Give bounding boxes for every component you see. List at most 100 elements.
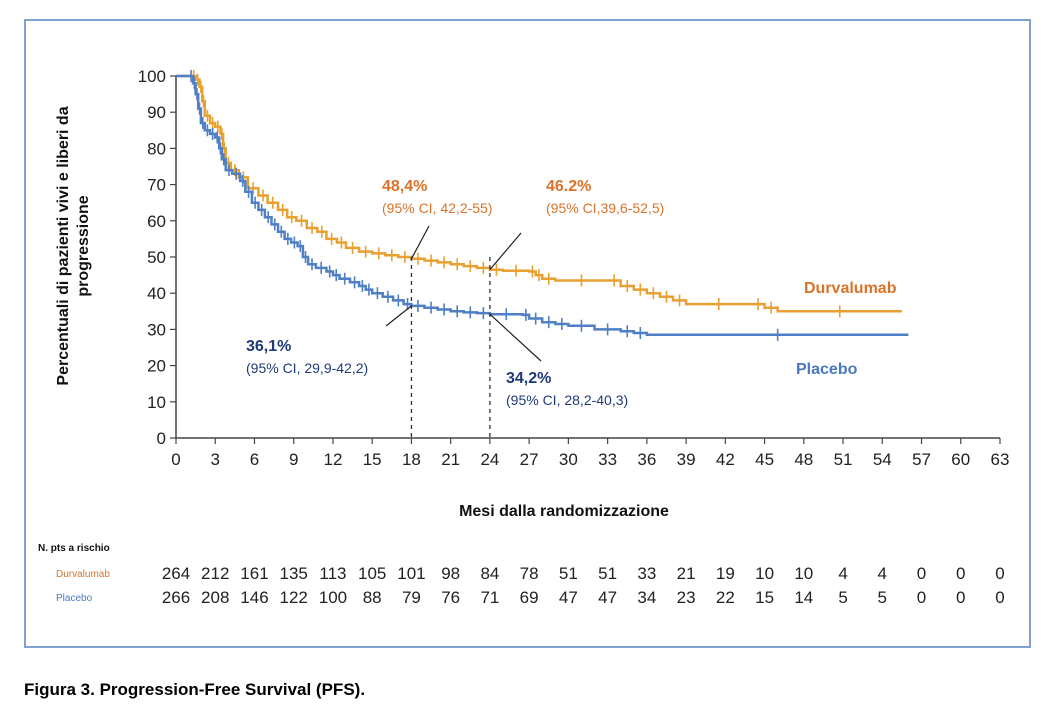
x-tick-label: 39 — [677, 450, 696, 469]
x-tick-label: 0 — [171, 450, 180, 469]
figure-frame: 0 3 6 9 12 15 18 21 24 27 30 33 36 39 42 45 48 51 54 57 60 63… — [24, 19, 1031, 648]
annotation-value: 36,1% — [246, 338, 291, 355]
risk-value: 105 — [358, 564, 386, 583]
risk-value: 0 — [995, 588, 1004, 607]
risk-value: 101 — [397, 564, 425, 583]
risk-value: 69 — [520, 588, 539, 607]
risk-value: 21 — [677, 564, 696, 583]
risk-row-label: Durvalumab — [56, 569, 110, 580]
risk-value: 34 — [637, 588, 656, 607]
y-tick-label: 40 — [147, 284, 166, 303]
annotation-ci: (95% CI, 29,9-42,2) — [246, 360, 368, 376]
y-tick-label: 70 — [147, 176, 166, 195]
x-tick-label: 54 — [873, 450, 892, 469]
durvalumab-series-label: Durvalumab — [804, 280, 897, 297]
y-tick-label: 60 — [147, 212, 166, 231]
risk-value: 4 — [838, 564, 847, 583]
pfs-chart: 0 3 6 9 12 15 18 21 24 27 30 33 36 39 42 45 48 51 54 57 60 63… — [38, 67, 1010, 607]
risk-value: 5 — [878, 588, 887, 607]
risk-table-title: N. pts a rischio — [38, 543, 110, 554]
risk-value: 4 — [878, 564, 887, 583]
series-line-durvalumab — [176, 74, 902, 313]
placebo-series-label: Placebo — [796, 361, 858, 378]
annotation-value: 46.2% — [546, 178, 591, 195]
risk-value: 22 — [716, 588, 735, 607]
risk-value: 23 — [677, 588, 696, 607]
risk-value: 98 — [441, 564, 460, 583]
series-line-placebo — [176, 74, 909, 337]
risk-value: 266 — [162, 588, 190, 607]
annotations: 48,4% (95% CI, 42,2-55) 46.2% (95% CI,39,6-… — [246, 178, 664, 438]
y-tick-label: 30 — [147, 320, 166, 339]
annotation-value: 34,2% — [506, 370, 551, 387]
risk-table: N. pts a rischio Durvalumab 264 212 161 135 11… — [38, 543, 1005, 607]
x-tick-label: 42 — [716, 450, 735, 469]
x-tick-label: 21 — [441, 450, 460, 469]
risk-value: 47 — [598, 588, 617, 607]
y-axis-label-line2: progressione — [75, 195, 92, 296]
risk-value: 47 — [559, 588, 578, 607]
x-tick-label: 30 — [559, 450, 578, 469]
x-tick-label: 3 — [211, 450, 220, 469]
survival-curves — [176, 70, 909, 341]
y-axis-label-line1: Percentuali di pazienti vivi e liberi da — [55, 106, 72, 385]
risk-value: 14 — [794, 588, 813, 607]
risk-value: 100 — [319, 588, 347, 607]
risk-value: 212 — [201, 564, 229, 583]
risk-value: 88 — [363, 588, 382, 607]
risk-value: 0 — [917, 588, 926, 607]
x-tick-label: 6 — [250, 450, 259, 469]
annotation-leader — [489, 232, 522, 271]
risk-value: 122 — [280, 588, 308, 607]
annotation-ci: (95% CI, 42,2-55) — [382, 200, 493, 216]
risk-row-label: Placebo — [56, 593, 93, 604]
y-tick-label: 90 — [147, 103, 166, 122]
risk-value: 0 — [917, 564, 926, 583]
x-tick-label: 18 — [402, 450, 421, 469]
annotation-ci: (95% CI,39,6-52,5) — [546, 200, 664, 216]
x-tick-label: 60 — [951, 450, 970, 469]
annotation-leader — [385, 305, 412, 327]
axes: 0 3 6 9 12 15 18 21 24 27 30 33 36 39 42 45 48 51 54 57 60 63… — [138, 67, 1010, 469]
x-tick-label: 33 — [598, 450, 617, 469]
figure-caption: Figura 3. Progression-Free Survival (PFS… — [24, 680, 366, 699]
x-tick-label: 48 — [794, 450, 813, 469]
x-tick-label: 12 — [323, 450, 342, 469]
risk-value: 33 — [637, 564, 656, 583]
y-tick-label: 0 — [157, 429, 166, 448]
risk-value: 113 — [319, 564, 346, 583]
risk-value: 76 — [441, 588, 460, 607]
x-tick-label: 9 — [289, 450, 298, 469]
annotation-leader — [489, 313, 542, 362]
x-tick-label: 27 — [520, 450, 539, 469]
x-axis-label: Mesi dalla randomizzazione — [459, 503, 669, 520]
risk-value: 79 — [402, 588, 421, 607]
risk-value: 10 — [755, 564, 774, 583]
annotation-value: 48,4% — [382, 178, 427, 195]
risk-value: 208 — [201, 588, 229, 607]
risk-value: 19 — [716, 564, 735, 583]
x-tick-label: 15 — [363, 450, 382, 469]
y-tick-label: 20 — [147, 357, 166, 376]
risk-value: 51 — [598, 564, 617, 583]
x-tick-label: 24 — [480, 450, 499, 469]
risk-value: 5 — [838, 588, 847, 607]
x-tick-label: 36 — [637, 450, 656, 469]
x-tick-label: 63 — [991, 450, 1010, 469]
risk-value: 51 — [559, 564, 578, 583]
risk-value: 264 — [162, 564, 190, 583]
risk-value: 71 — [480, 588, 499, 607]
risk-value: 78 — [520, 564, 539, 583]
risk-value: 10 — [794, 564, 813, 583]
risk-value: 161 — [240, 564, 268, 583]
risk-value: 0 — [956, 564, 965, 583]
annotation-ci: (95% CI, 28,2-40,3) — [506, 392, 628, 408]
risk-value: 0 — [956, 588, 965, 607]
risk-value: 0 — [995, 564, 1004, 583]
risk-value: 146 — [240, 588, 268, 607]
x-tick-label: 51 — [834, 450, 853, 469]
y-tick-label: 10 — [147, 393, 166, 412]
x-tick-label: 57 — [912, 450, 931, 469]
risk-value: 15 — [755, 588, 774, 607]
y-tick-label: 80 — [147, 139, 166, 158]
